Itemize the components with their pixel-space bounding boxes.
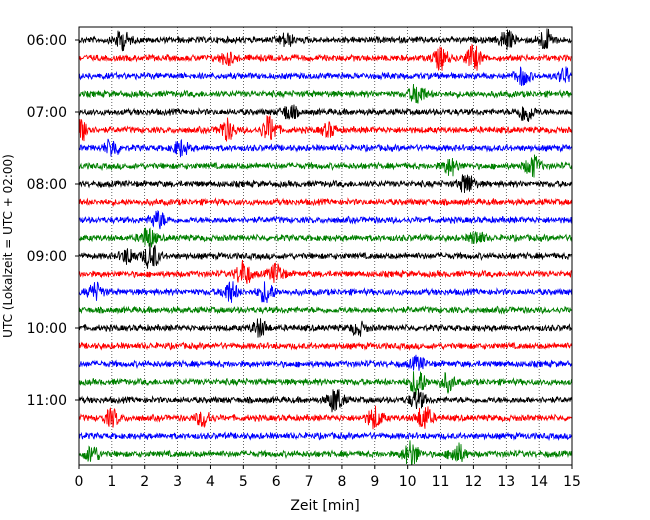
- x-tick-label: 12: [464, 474, 482, 490]
- seismic-trace: [78, 43, 573, 72]
- trace-layer: [78, 28, 573, 465]
- y-tick-label: 08:00: [27, 177, 67, 193]
- x-tick-label: 2: [140, 474, 149, 490]
- seismic-trace: [78, 440, 573, 465]
- plot-frame: [78, 26, 573, 466]
- x-tick-label: 11: [432, 474, 450, 490]
- seismic-trace: [78, 281, 573, 304]
- x-tick-label: 15: [563, 474, 581, 490]
- x-tick-label: 7: [305, 474, 314, 490]
- x-tick-label: 5: [239, 474, 248, 490]
- x-tick-label: 10: [399, 474, 417, 490]
- seismic-trace: [78, 341, 573, 352]
- x-tick-label: 14: [530, 474, 548, 490]
- x-tick-label: 8: [337, 474, 346, 490]
- y-tick-label: 09:00: [27, 249, 67, 265]
- x-tick-label: 9: [370, 474, 379, 490]
- seismic-trace: [78, 114, 573, 142]
- seismic-trace: [78, 431, 573, 442]
- seismic-trace: [78, 197, 573, 208]
- x-tick-label: 1: [107, 474, 116, 490]
- seismic-trace: [78, 83, 573, 104]
- x-axis-label: Zeit [min]: [290, 498, 359, 514]
- x-tick-label: 3: [173, 474, 182, 490]
- y-tick-label: 07:00: [27, 105, 67, 121]
- seismic-trace: [78, 66, 573, 86]
- seismic-trace: [78, 138, 573, 158]
- seismic-trace: [78, 209, 573, 230]
- seismic-trace: [78, 28, 573, 52]
- x-tick-label: 0: [75, 474, 84, 490]
- seismic-trace: [78, 104, 573, 122]
- seismic-trace: [78, 405, 573, 430]
- y-axis-label: UTC (Lokalzeit = UTC + 02:00): [1, 154, 15, 338]
- seismic-trace: [78, 242, 573, 269]
- seismic-trace: [78, 305, 573, 315]
- x-tick-label: 13: [497, 474, 515, 490]
- y-tick-label: 10:00: [27, 321, 67, 337]
- x-axis: 0 1 2 3 4 5 6 7 8 9 10 11 12 13 14 15: [75, 465, 581, 490]
- seismic-trace: [78, 388, 573, 413]
- x-tick-label: 6: [272, 474, 281, 490]
- seismic-trace: [78, 227, 573, 248]
- y-axis: 06:00 07:00 08:00 09:00 10:00 11:00: [27, 33, 79, 409]
- seismic-trace: [78, 154, 573, 178]
- seismic-trace: [78, 259, 573, 284]
- x-tick-label: 4: [206, 474, 215, 490]
- y-tick-label: 11:00: [27, 393, 67, 409]
- seismic-trace: [78, 371, 573, 396]
- seismic-trace: [78, 174, 573, 194]
- seismic-trace: [78, 354, 573, 371]
- seismic-trace: [78, 318, 573, 338]
- y-tick-label: 06:00: [27, 33, 67, 49]
- grid-layer: [111, 27, 540, 465]
